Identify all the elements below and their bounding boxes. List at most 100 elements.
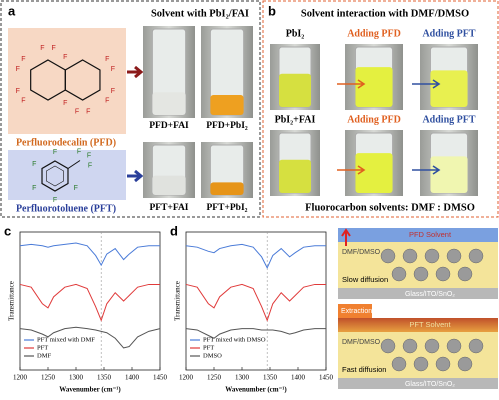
atom-label: F bbox=[88, 162, 92, 169]
layer-label: DMF/DMSO bbox=[342, 249, 381, 256]
grain bbox=[413, 266, 429, 282]
atom-label: F bbox=[111, 66, 115, 73]
liquid bbox=[355, 153, 393, 193]
grain bbox=[468, 338, 484, 354]
x-tick-label: 1250 bbox=[41, 374, 56, 382]
grain bbox=[457, 266, 473, 282]
x-axis-label: Wavenumber (cm⁻¹) bbox=[225, 386, 287, 394]
arrow bbox=[127, 169, 144, 183]
liquid bbox=[279, 159, 311, 193]
grain bbox=[446, 248, 462, 264]
atom-label: F bbox=[53, 149, 57, 156]
pfd-box bbox=[8, 28, 126, 134]
legend-label: PFT mixed with DMSO bbox=[203, 336, 266, 343]
substrate-label: Glass/ITO/SnO₂ bbox=[405, 291, 455, 298]
vial-label: PFT+PbI₂ bbox=[207, 203, 248, 213]
legend-label: PFT bbox=[203, 344, 214, 351]
legend-label: DMF bbox=[37, 352, 51, 359]
grain bbox=[402, 248, 418, 264]
panel-label: b bbox=[268, 3, 276, 18]
arrow bbox=[412, 165, 441, 175]
process-label: Fast diffusion bbox=[342, 365, 386, 374]
grain bbox=[424, 338, 440, 354]
plot-frame bbox=[19, 231, 161, 371]
column-label: Adding PFD bbox=[347, 28, 401, 39]
legend-label: DMSO bbox=[203, 352, 222, 359]
legend-label: PFT bbox=[37, 344, 48, 351]
x-tick-label: 1400 bbox=[125, 374, 140, 382]
series-line bbox=[185, 328, 326, 339]
bond bbox=[67, 160, 81, 169]
pft-name: Perfluorotoluene (PFT) bbox=[16, 203, 116, 214]
x-tick-label: 1450 bbox=[319, 374, 334, 382]
atom-label: F bbox=[32, 161, 36, 168]
process-label: Slow diffusion bbox=[342, 275, 388, 284]
column-label: Adding PFD bbox=[347, 114, 401, 125]
atom-label: F bbox=[21, 56, 25, 63]
arrow bbox=[412, 79, 441, 89]
x-tick-label: 1350 bbox=[263, 374, 278, 382]
grain bbox=[457, 356, 473, 372]
grain bbox=[435, 266, 451, 282]
legend-label: PFT mixed with DMF bbox=[37, 336, 95, 343]
layer-label: DMF/DMSO bbox=[342, 339, 381, 346]
arrow bbox=[337, 79, 366, 89]
atom-label: F bbox=[63, 100, 67, 107]
liquid bbox=[430, 70, 468, 107]
x-tick-label: 1350 bbox=[97, 374, 112, 382]
liquid bbox=[355, 67, 393, 107]
column-label: Adding PFT bbox=[422, 114, 475, 125]
liquid bbox=[152, 175, 186, 195]
atom-label: F bbox=[105, 56, 109, 63]
solvent-layer bbox=[338, 228, 498, 242]
ring bbox=[46, 165, 64, 187]
heading: Solvent with PbI₂/FAI bbox=[151, 8, 249, 19]
atom-label: F bbox=[105, 98, 109, 105]
vial-label: PFD+PbI₂ bbox=[206, 121, 248, 131]
grain bbox=[380, 338, 396, 354]
atom-label: F bbox=[86, 109, 90, 116]
series-line bbox=[19, 326, 161, 349]
arrow bbox=[341, 228, 351, 246]
atom-label: F bbox=[87, 152, 91, 159]
solvent-layer bbox=[338, 318, 498, 332]
grain bbox=[435, 356, 451, 372]
x-tick-label: 1400 bbox=[291, 374, 306, 382]
column-label: Adding PFT bbox=[422, 28, 475, 39]
panel-label: d bbox=[170, 223, 178, 238]
y-axis-label: Transmittance bbox=[174, 281, 182, 321]
grain bbox=[468, 248, 484, 264]
solvent-label: PFT Solvent bbox=[409, 320, 451, 329]
substrate bbox=[338, 378, 498, 389]
atom-label: F bbox=[75, 109, 79, 116]
action-label: Extraction bbox=[341, 308, 372, 315]
substrate-label: Glass/ITO/SnO₂ bbox=[405, 381, 455, 388]
panel-b-frame bbox=[262, 0, 499, 218]
liquid bbox=[430, 156, 468, 193]
series-line bbox=[185, 243, 326, 270]
plot-frame bbox=[185, 231, 327, 371]
x-tick-label: 1450 bbox=[153, 374, 168, 382]
substrate bbox=[338, 288, 498, 299]
liquid bbox=[210, 95, 244, 115]
atom-label: F bbox=[52, 45, 56, 52]
pfd-name: Perfluorodecalin (PFD) bbox=[16, 137, 116, 148]
liquid bbox=[279, 73, 311, 107]
x-tick-label: 1300 bbox=[235, 374, 250, 382]
atom-label: F bbox=[111, 88, 115, 95]
series-line bbox=[19, 242, 160, 267]
x-axis-label: Wavenumber (cm⁻¹) bbox=[59, 386, 121, 394]
heading: Solvent interaction with DMF/DMSO bbox=[301, 8, 469, 19]
arrow bbox=[127, 65, 144, 79]
series-line bbox=[185, 283, 326, 322]
atom-label: F bbox=[16, 66, 20, 73]
atom-label: F bbox=[32, 185, 36, 192]
atom-label: F bbox=[16, 88, 20, 95]
atom-label: F bbox=[40, 45, 44, 52]
panel-label: a bbox=[8, 3, 16, 18]
atom-label: F bbox=[53, 197, 57, 204]
x-tick-label: 1250 bbox=[207, 374, 222, 382]
grain bbox=[402, 338, 418, 354]
grain bbox=[391, 266, 407, 282]
